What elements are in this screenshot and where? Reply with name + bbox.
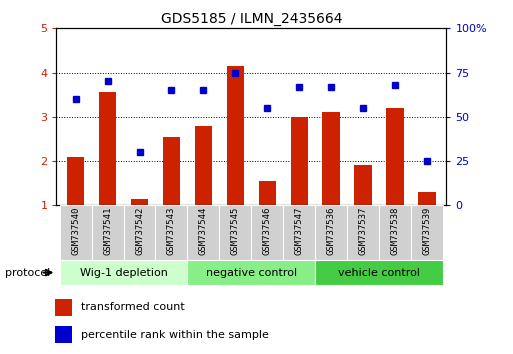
Bar <box>131 199 148 205</box>
Text: GSM737542: GSM737542 <box>135 207 144 255</box>
Bar <box>155 205 187 260</box>
Bar <box>60 205 92 260</box>
Bar <box>315 260 443 285</box>
Text: transformed count: transformed count <box>81 302 185 312</box>
Title: GDS5185 / ILMN_2435664: GDS5185 / ILMN_2435664 <box>161 12 342 26</box>
Text: GSM737539: GSM737539 <box>423 207 431 255</box>
Text: GSM737546: GSM737546 <box>263 207 272 255</box>
Bar <box>227 66 244 205</box>
Bar <box>55 326 72 343</box>
Bar <box>60 260 187 285</box>
Text: protocol: protocol <box>5 268 50 278</box>
Text: GSM737547: GSM737547 <box>295 207 304 255</box>
Bar <box>418 192 436 205</box>
Bar <box>220 205 251 260</box>
Text: GSM737543: GSM737543 <box>167 207 176 255</box>
Bar <box>187 260 315 285</box>
Text: percentile rank within the sample: percentile rank within the sample <box>81 330 269 340</box>
Text: Wig-1 depletion: Wig-1 depletion <box>80 268 167 278</box>
Bar <box>55 299 72 315</box>
Bar <box>379 205 411 260</box>
Text: GSM737540: GSM737540 <box>71 207 80 255</box>
Bar <box>124 205 155 260</box>
Bar <box>194 126 212 205</box>
Text: vehicle control: vehicle control <box>338 268 420 278</box>
Bar <box>411 205 443 260</box>
Bar <box>67 156 85 205</box>
Bar <box>187 205 220 260</box>
Bar <box>92 205 124 260</box>
Text: GSM737545: GSM737545 <box>231 207 240 255</box>
Bar <box>315 205 347 260</box>
Bar <box>323 113 340 205</box>
Text: GSM737536: GSM737536 <box>327 207 336 255</box>
Text: negative control: negative control <box>206 268 297 278</box>
Bar <box>354 166 372 205</box>
Bar <box>290 117 308 205</box>
Text: GSM737538: GSM737538 <box>391 207 400 255</box>
Text: GSM737537: GSM737537 <box>359 207 368 255</box>
Bar <box>347 205 379 260</box>
Bar <box>251 205 283 260</box>
Bar <box>99 92 116 205</box>
Text: GSM737541: GSM737541 <box>103 207 112 255</box>
Bar <box>163 137 180 205</box>
Bar <box>283 205 315 260</box>
Bar <box>386 108 404 205</box>
Text: GSM737544: GSM737544 <box>199 207 208 255</box>
Bar <box>259 181 276 205</box>
